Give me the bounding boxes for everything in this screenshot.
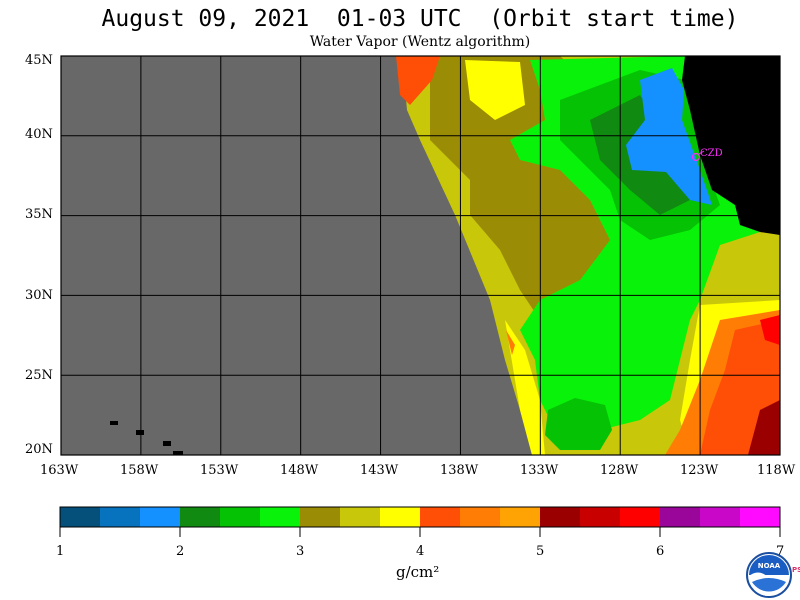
blue-patch-coast (626, 68, 712, 205)
colorbar-tick-label: 7 (776, 544, 785, 559)
colorbar-swatch (740, 507, 781, 527)
colorbar-swatch (580, 507, 621, 527)
colorbar-swatch (620, 507, 661, 527)
lat-label: 25N (25, 368, 53, 383)
chart-subtitle: Water Vapor (Wentz algorithm) (309, 34, 531, 50)
colorbar-swatch (300, 507, 341, 527)
orange-sliver-edge (506, 330, 515, 355)
lat-label: 40N (25, 127, 53, 142)
colorbar-swatch (100, 507, 141, 527)
colorbar-tick-label: 1 (56, 544, 65, 559)
lon-label: 128W (600, 463, 639, 478)
lat-label: 30N (25, 288, 53, 303)
red-region (760, 315, 780, 345)
colorbar-tick-label: 2 (176, 544, 185, 559)
lon-label: 163W (40, 463, 79, 478)
lat-label: 35N (25, 207, 53, 222)
map-field (61, 56, 780, 455)
colorbar-swatch (260, 507, 301, 527)
colorbar (60, 507, 781, 527)
noaa-logo-icon: NOAA (746, 552, 792, 598)
hawaii-island-big (173, 451, 183, 455)
orange-patch-north (396, 56, 440, 105)
colorbar-swatch (60, 507, 101, 527)
yellow-patch-north (465, 60, 525, 120)
station-label: CZD (700, 148, 723, 159)
lon-label: 138W (440, 463, 479, 478)
colorbar-swatch (660, 507, 701, 527)
noaa-logo-text: NOAA (758, 562, 781, 570)
colorbar-swatch (180, 507, 221, 527)
lon-label: 143W (360, 463, 399, 478)
graticule (61, 56, 780, 455)
lon-label: 158W (120, 463, 159, 478)
colorbar-tick-label: 4 (416, 544, 425, 559)
hawaii-island-maui (163, 441, 171, 446)
colorbar-swatch (700, 507, 741, 527)
colorbar-swatch (340, 507, 381, 527)
lon-label: 118W (757, 463, 796, 478)
yellow-sliver-edge (505, 320, 545, 455)
colorbar-tick-label: 5 (536, 544, 545, 559)
station-marker (691, 150, 705, 162)
lon-label: 148W (280, 463, 319, 478)
psl-logo-text: PSL (792, 566, 800, 574)
chart-title: August 09, 2021 01-03 UTC (Orbit start t… (101, 6, 739, 32)
colorbar-ticks (59, 527, 781, 537)
green-eddy-south (545, 398, 612, 450)
colorbar-units: g/cm² (396, 563, 440, 581)
lon-label: 153W (200, 463, 239, 478)
dark-red-region (748, 400, 780, 455)
colorbar-swatch (500, 507, 541, 527)
lat-label: 45N (25, 53, 53, 68)
colorbar-swatch (540, 507, 581, 527)
lat-label: 20N (25, 442, 53, 457)
colorbar-tick-label: 6 (656, 544, 665, 559)
land-california (682, 56, 780, 235)
hawaii-island-oahu (136, 430, 144, 435)
colorbar-swatch (380, 507, 421, 527)
colorbar-swatch (460, 507, 501, 527)
colorbar-swatch (420, 507, 461, 527)
map-border (60, 55, 781, 456)
colorbar-swatch (220, 507, 261, 527)
colorbar-tick-label: 3 (296, 544, 305, 559)
colorbar-swatch (140, 507, 181, 527)
hawaii-island-kauai (110, 421, 118, 425)
lon-label: 123W (680, 463, 719, 478)
lon-label: 133W (520, 463, 559, 478)
